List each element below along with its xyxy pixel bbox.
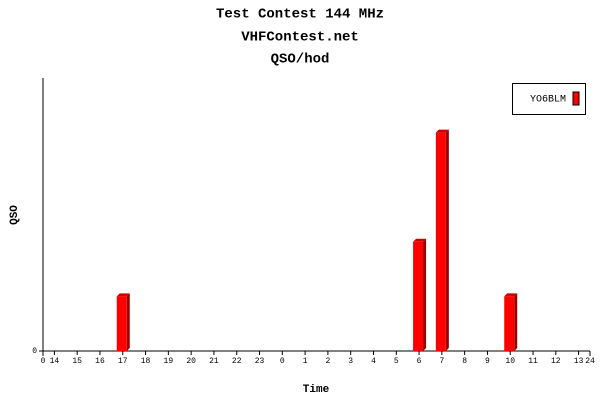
x-tick-label: 10 xyxy=(505,357,515,366)
x-tick-label: 24 xyxy=(585,357,595,366)
x-tick-label: 1 xyxy=(303,357,308,366)
x-tick-label: 12 xyxy=(551,357,561,366)
x-tick-label: 0 xyxy=(41,357,46,366)
x-tick-label: 9 xyxy=(485,357,490,366)
x-tick-label: 14 xyxy=(50,357,60,366)
legend-label: YO6BLM xyxy=(530,95,566,106)
bar xyxy=(413,241,424,351)
bar-top xyxy=(116,293,130,297)
y-tick-label: 0 xyxy=(32,347,37,356)
bar-top xyxy=(435,129,449,133)
chart-subtitle: QSO/hod xyxy=(271,52,330,68)
x-tick-label: 15 xyxy=(72,357,82,366)
x-tick-label: 3 xyxy=(348,357,353,366)
x-tick-label: 6 xyxy=(417,357,422,366)
x-tick-label: 17 xyxy=(118,357,128,366)
legend-swatch xyxy=(572,91,580,106)
bar xyxy=(435,132,446,351)
x-tick-label: 8 xyxy=(462,357,467,366)
x-axis-label: Time xyxy=(303,384,330,396)
bar xyxy=(116,296,127,351)
chart-subtitle: VHFContest.net xyxy=(241,30,359,46)
bar xyxy=(504,296,515,351)
x-tick-label: 23 xyxy=(255,357,265,366)
x-tick-label: 13 xyxy=(574,357,584,366)
bar-top xyxy=(413,238,427,242)
x-tick-label: 5 xyxy=(394,357,399,366)
y-axis-label: QSO xyxy=(9,205,21,225)
bar-side xyxy=(445,129,449,351)
x-tick-label: 16 xyxy=(95,357,105,366)
x-tick-label: 21 xyxy=(209,357,219,366)
x-tick-label: 22 xyxy=(232,357,242,366)
bar-side xyxy=(126,293,130,351)
x-tick-label: 4 xyxy=(371,357,376,366)
x-tick-label: 11 xyxy=(528,357,538,366)
x-tick-label: 7 xyxy=(439,357,444,366)
x-tick-label: 2 xyxy=(325,357,330,366)
x-tick-label: 19 xyxy=(164,357,174,366)
x-tick-label: 18 xyxy=(141,357,151,366)
bar-side xyxy=(423,238,427,351)
x-tick-label: 20 xyxy=(186,357,196,366)
x-tick-label: 0 xyxy=(280,357,285,366)
bar-top xyxy=(504,293,518,297)
bar-side xyxy=(514,293,518,351)
chart-title: Test Contest 144 MHz xyxy=(216,7,384,23)
